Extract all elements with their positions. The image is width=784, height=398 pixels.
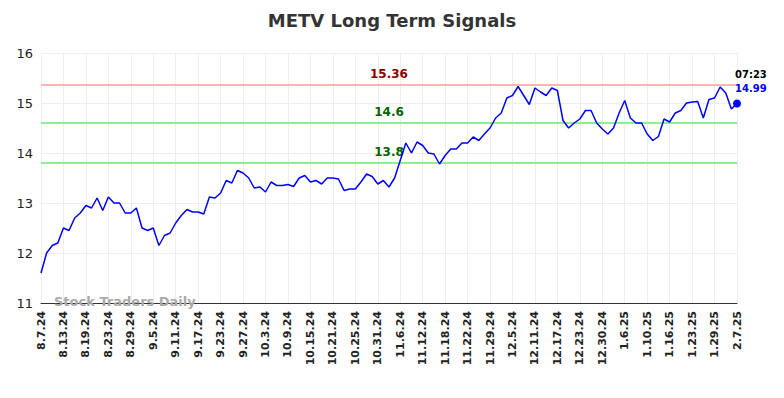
svg-text:9.17.24: 9.17.24 [192, 311, 205, 358]
svg-text:11.18.24: 11.18.24 [439, 311, 452, 366]
svg-text:15: 15 [16, 96, 33, 111]
svg-text:10.25.24: 10.25.24 [349, 311, 362, 366]
svg-text:10.3.24: 10.3.24 [259, 311, 272, 358]
svg-text:8.7.24: 8.7.24 [35, 311, 48, 350]
svg-text:14.99: 14.99 [735, 83, 767, 94]
svg-text:14.6: 14.6 [374, 105, 404, 119]
svg-text:1.16.25: 1.16.25 [663, 311, 676, 358]
svg-text:1.10.25: 1.10.25 [641, 311, 654, 358]
svg-text:8.23.24: 8.23.24 [102, 311, 115, 358]
svg-text:11.12.24: 11.12.24 [416, 311, 429, 366]
svg-text:11: 11 [16, 296, 33, 311]
svg-text:9.11.24: 9.11.24 [169, 311, 182, 358]
svg-text:07:23: 07:23 [735, 69, 767, 80]
svg-text:15.36: 15.36 [370, 67, 408, 81]
svg-text:12: 12 [16, 246, 33, 261]
svg-text:9.23.24: 9.23.24 [214, 311, 227, 358]
svg-text:13.8: 13.8 [374, 145, 404, 159]
svg-text:12.23.24: 12.23.24 [573, 311, 586, 366]
svg-text:10.31.24: 10.31.24 [371, 311, 384, 366]
svg-text:12.5.24: 12.5.24 [506, 311, 519, 358]
svg-text:11.22.24: 11.22.24 [461, 311, 474, 366]
svg-text:10.15.24: 10.15.24 [304, 311, 317, 366]
svg-text:1.29.25: 1.29.25 [708, 311, 721, 358]
svg-text:10.9.24: 10.9.24 [281, 311, 294, 358]
svg-text:8.13.24: 8.13.24 [57, 311, 70, 358]
svg-text:14: 14 [16, 146, 33, 161]
svg-text:Stock Traders Daily: Stock Traders Daily [54, 294, 196, 309]
svg-text:16: 16 [16, 46, 33, 61]
svg-text:METV Long Term Signals: METV Long Term Signals [268, 10, 516, 31]
svg-text:1.23.25: 1.23.25 [686, 311, 699, 358]
svg-text:1.6.25: 1.6.25 [618, 311, 631, 350]
svg-text:8.29.24: 8.29.24 [124, 311, 137, 358]
svg-text:8.19.24: 8.19.24 [79, 311, 92, 358]
svg-text:2.7.25: 2.7.25 [731, 311, 744, 350]
svg-text:11.29.24: 11.29.24 [484, 311, 497, 366]
svg-text:12.30.24: 12.30.24 [596, 311, 609, 366]
svg-text:9.27.24: 9.27.24 [237, 311, 250, 358]
svg-text:10.21.24: 10.21.24 [326, 311, 339, 366]
svg-text:9.5.24: 9.5.24 [147, 311, 160, 350]
svg-text:11.6.24: 11.6.24 [394, 311, 407, 358]
svg-text:13: 13 [16, 196, 33, 211]
svg-text:12.17.24: 12.17.24 [551, 311, 564, 366]
svg-text:12.11.24: 12.11.24 [528, 311, 541, 366]
